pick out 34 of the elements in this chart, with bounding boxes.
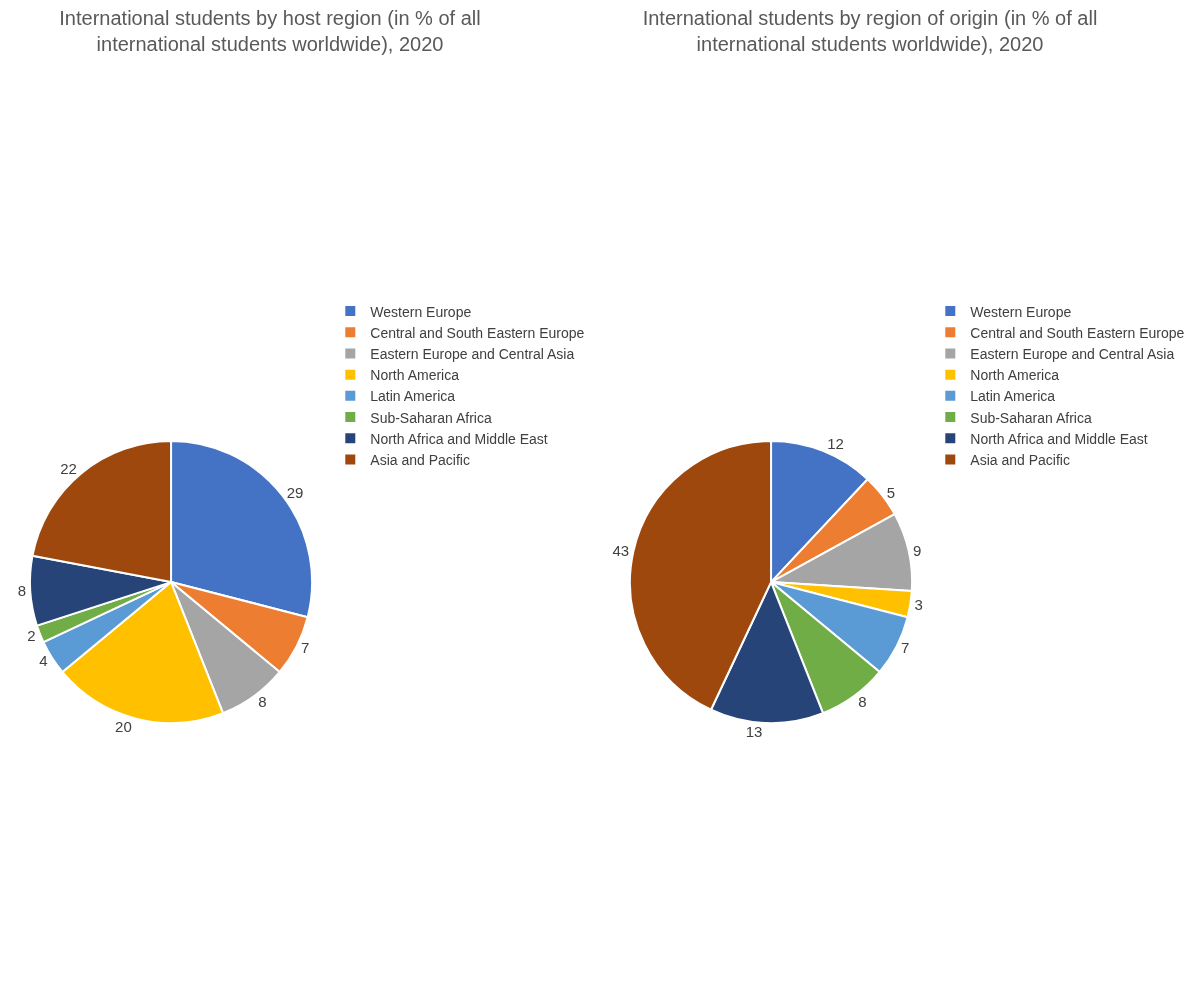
data-label: 12 [827,435,844,453]
data-label: 9 [912,542,922,560]
legend-label: Sub-Saharan Africa [970,409,1092,426]
legend-label: Asia and Pacific [370,451,470,468]
data-label: 8 [17,582,27,600]
data-label: 29 [286,483,304,501]
legend-label: Western Europe [370,303,472,320]
data-label: 8 [258,693,267,711]
legend-label: Central and South Eastern Europe [970,324,1185,341]
data-label: 4 [39,651,48,669]
legend-label: Sub-Saharan Africa [370,409,492,426]
legend-label: Latin America [370,388,456,405]
data-label: 7 [300,639,310,657]
chart-title: International students by region of origin (in % of all international students worldwide), 2020 [642,6,1098,55]
data-label: 43 [612,542,630,560]
legend-label: Eastern Europe and Central Asia [370,345,575,362]
legend-label: North Africa and Middle East [970,430,1148,447]
legend-label: North America [970,367,1060,384]
legend-label: Latin America [970,388,1056,405]
data-label: 3 [914,595,923,613]
data-label: 13 [745,723,763,741]
legend-label: Central and South Eastern Europe [370,324,585,341]
legend-label: North Africa and Middle East [370,430,548,447]
legend-label: Eastern Europe and Central Asia [970,345,1175,362]
legend-label: North America [370,367,460,384]
data-label: 5 [886,483,896,501]
legend-label: Asia and Pacific [970,451,1070,468]
data-label: 2 [27,626,36,644]
data-label: 7 [900,639,910,657]
legend-label: Western Europe [970,303,1072,320]
data-label: 22 [60,459,77,477]
chart-title: International students by host region (in % of all international students worldwide), 2020 [59,6,481,55]
data-label: 8 [858,693,867,711]
data-label: 20 [115,718,132,736]
